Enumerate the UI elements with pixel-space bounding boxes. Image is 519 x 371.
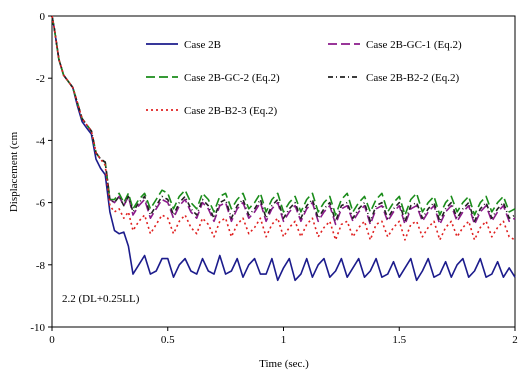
series-line-1 — [51, 15, 516, 282]
x-tick-label: 1 — [281, 334, 287, 346]
y-tick-label: -10 — [30, 322, 45, 334]
y-tick-label: -8 — [36, 260, 46, 272]
x-tick-label: 2 — [512, 334, 518, 346]
axes-layer: 0 0.5 1 1.5 2 0 -2 -4 -6 -8 -10 — [30, 11, 517, 346]
y-tick-label: -2 — [36, 73, 45, 85]
y-tick-label: -4 — [36, 135, 46, 147]
y-axis-title: Displacement (cm — [8, 131, 20, 212]
series-layer — [51, 15, 516, 282]
y-tick-label: -6 — [36, 198, 46, 210]
x-axis-title: Time (sec.) — [259, 358, 309, 370]
x-tick-label: 1.5 — [392, 334, 406, 346]
legend-label-3: Case 2B-GC-2 (Eq.2) — [184, 72, 280, 84]
series-line-4 — [51, 15, 516, 223]
series-line-3 — [51, 15, 516, 216]
y-tick-label: 0 — [40, 11, 46, 23]
x-tick-label: 0.5 — [161, 334, 175, 346]
legend-label-2: Case 2B-GC-1 (Eq.2) — [366, 39, 462, 51]
legend: Case 2B Case 2B-GC-1 (Eq.2) Case 2B-GC-2 (… — [146, 39, 462, 117]
x-tick-label: 0 — [49, 334, 55, 346]
legend-label-4: Case 2B-B2-2 (Eq.2) — [366, 72, 460, 84]
load-case-annotation: 2.2 (DL+0.25LL) — [62, 293, 140, 305]
legend-label-5: Case 2B-B2-3 (Eq.2) — [184, 105, 278, 117]
legend-label-1: Case 2B — [184, 39, 221, 51]
